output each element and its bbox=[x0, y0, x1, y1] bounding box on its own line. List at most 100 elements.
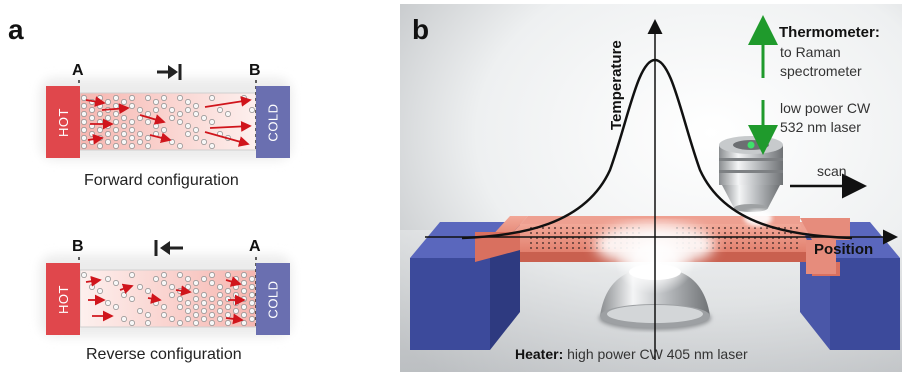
pore bbox=[578, 247, 580, 249]
pore bbox=[193, 135, 199, 141]
pore bbox=[201, 316, 207, 322]
pore bbox=[754, 247, 756, 249]
reverse-direction-icon bbox=[154, 240, 183, 256]
pore bbox=[137, 131, 143, 137]
pore bbox=[225, 320, 231, 326]
pore bbox=[225, 288, 231, 294]
pore bbox=[608, 227, 610, 229]
pore bbox=[700, 227, 702, 229]
pore bbox=[548, 232, 550, 234]
pore bbox=[145, 95, 151, 101]
pore bbox=[161, 272, 167, 278]
phonon-arrow bbox=[147, 293, 162, 304]
pore bbox=[596, 227, 598, 229]
phonon-arrow bbox=[149, 132, 172, 144]
pore bbox=[760, 242, 762, 244]
pore bbox=[530, 242, 532, 244]
pore bbox=[185, 276, 191, 282]
pore bbox=[169, 316, 175, 322]
phonon-arrow bbox=[85, 275, 102, 287]
pore bbox=[249, 276, 255, 282]
pore bbox=[217, 107, 223, 113]
pore bbox=[201, 292, 207, 298]
pore bbox=[177, 111, 183, 117]
pore bbox=[796, 247, 798, 249]
pore bbox=[121, 139, 127, 145]
cold-block: COLD bbox=[256, 263, 290, 335]
pore bbox=[185, 300, 191, 306]
pore bbox=[554, 232, 556, 234]
pore bbox=[590, 232, 592, 234]
pore bbox=[145, 320, 151, 326]
pore bbox=[560, 227, 562, 229]
pore bbox=[185, 316, 191, 322]
pore bbox=[730, 232, 732, 234]
pore bbox=[778, 242, 780, 244]
hot-block: HOT bbox=[46, 263, 80, 335]
laser-line-2: 532 nm laser bbox=[780, 119, 861, 135]
pore bbox=[736, 247, 738, 249]
pore bbox=[790, 242, 792, 244]
phonon-arrow bbox=[204, 131, 250, 147]
phonon-arrow bbox=[225, 313, 244, 325]
pore bbox=[530, 232, 532, 234]
thermometer-line-2: spectrometer bbox=[780, 63, 862, 79]
pore bbox=[81, 103, 87, 109]
pore bbox=[572, 227, 574, 229]
pore bbox=[724, 242, 726, 244]
pore bbox=[177, 143, 183, 149]
pore bbox=[602, 232, 604, 234]
pore bbox=[209, 280, 215, 286]
pore bbox=[778, 232, 780, 234]
pore bbox=[742, 247, 744, 249]
pore bbox=[590, 247, 592, 249]
pore bbox=[113, 143, 119, 149]
pore bbox=[169, 115, 175, 121]
pore bbox=[249, 107, 255, 113]
panel-b-letter: b bbox=[412, 14, 430, 45]
pore bbox=[748, 247, 750, 249]
reverse-caption: Reverse configuration bbox=[86, 346, 242, 363]
pore bbox=[81, 95, 87, 101]
pore bbox=[225, 111, 231, 117]
pore bbox=[766, 232, 768, 234]
pore bbox=[137, 139, 143, 145]
pore bbox=[145, 312, 151, 318]
pore bbox=[548, 247, 550, 249]
pore bbox=[566, 247, 568, 249]
pore bbox=[129, 95, 135, 101]
pore bbox=[137, 107, 143, 113]
pore bbox=[177, 272, 183, 278]
pore bbox=[113, 127, 119, 133]
phonon-arrow bbox=[225, 276, 242, 287]
pore bbox=[145, 288, 151, 294]
pore bbox=[742, 232, 744, 234]
pore bbox=[201, 139, 207, 145]
pore bbox=[784, 247, 786, 249]
pore bbox=[560, 232, 562, 234]
y-axis-label: Temperature bbox=[608, 40, 625, 130]
pore bbox=[177, 296, 183, 302]
pore bbox=[724, 247, 726, 249]
pore bbox=[584, 247, 586, 249]
pore bbox=[706, 232, 708, 234]
forward-caption: Forward configuration bbox=[84, 172, 239, 189]
pore bbox=[113, 304, 119, 310]
pore bbox=[560, 247, 562, 249]
pore bbox=[225, 272, 231, 278]
pore bbox=[790, 227, 792, 229]
temperature-profile-curve bbox=[461, 58, 853, 240]
pore bbox=[161, 280, 167, 286]
pore bbox=[748, 242, 750, 244]
pore bbox=[129, 272, 135, 278]
pore bbox=[249, 300, 255, 306]
pore bbox=[566, 242, 568, 244]
pore bbox=[169, 107, 175, 113]
pore bbox=[201, 115, 207, 121]
pore bbox=[730, 247, 732, 249]
pore bbox=[584, 242, 586, 244]
pore bbox=[754, 242, 756, 244]
phonon-arrow bbox=[101, 103, 130, 115]
pore bbox=[760, 232, 762, 234]
